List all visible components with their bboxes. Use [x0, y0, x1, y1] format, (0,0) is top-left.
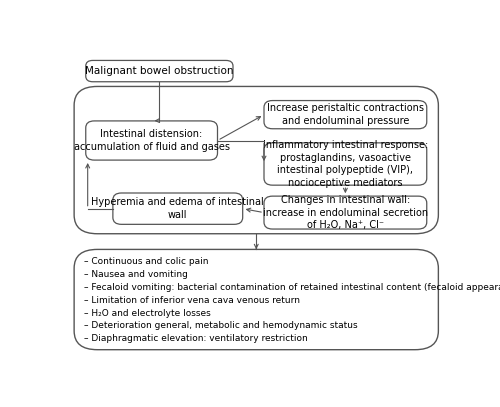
- FancyBboxPatch shape: [264, 143, 427, 185]
- Text: Increase peristaltic contractions
and endoluminal pressure: Increase peristaltic contractions and en…: [267, 103, 424, 126]
- FancyBboxPatch shape: [86, 60, 233, 82]
- Text: Intestinal distension:
accumulation of fluid and gases: Intestinal distension: accumulation of f…: [74, 129, 230, 152]
- FancyBboxPatch shape: [86, 121, 218, 160]
- FancyBboxPatch shape: [264, 101, 427, 129]
- FancyBboxPatch shape: [74, 86, 438, 234]
- Text: Malignant bowel obstruction: Malignant bowel obstruction: [85, 66, 234, 76]
- FancyBboxPatch shape: [264, 196, 427, 229]
- Text: – Continuous and colic pain
– Nausea and vomiting
– Fecaloid vomiting: bacterial: – Continuous and colic pain – Nausea and…: [84, 257, 500, 344]
- Text: Hyperemia and edema of intestinal
wall: Hyperemia and edema of intestinal wall: [92, 197, 264, 220]
- Text: Inflammatory intestinal response:
prostaglandins, vasoactive
intestinal polypept: Inflammatory intestinal response: prosta…: [263, 140, 428, 188]
- Text: Changes in intestinal wall:
increase in endoluminal secretion
of H₂O, Na⁺, Cl⁻: Changes in intestinal wall: increase in …: [263, 195, 428, 230]
- FancyBboxPatch shape: [74, 249, 438, 350]
- FancyBboxPatch shape: [113, 193, 242, 224]
